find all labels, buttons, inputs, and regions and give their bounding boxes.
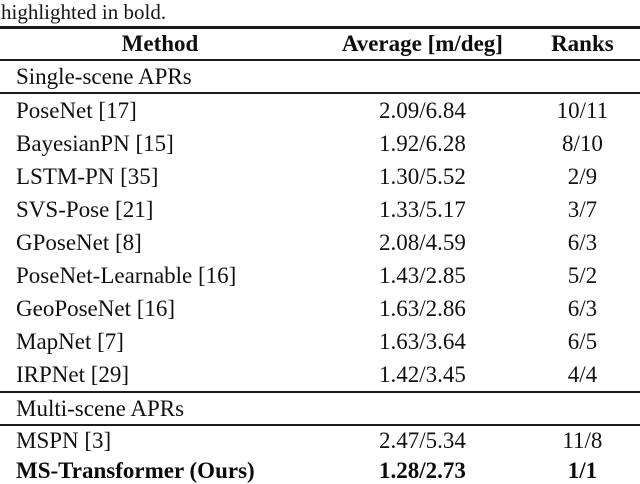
- table-row: GPoseNet [8] 2.08/4.59 6/3: [0, 226, 640, 259]
- cell-ranks: 4/4: [567, 361, 598, 387]
- cell-ranks: 11/8: [562, 428, 603, 453]
- table-row: MS-Transformer (Ours) 1.28/2.73 1/1: [0, 456, 640, 484]
- section-title: Multi-scene APRs: [16, 395, 185, 421]
- table-row: PoseNet [17] 2.09/6.84 10/11: [0, 93, 640, 127]
- cell-method: PoseNet-Learnable [16]: [16, 262, 237, 288]
- cell-ranks: 5/2: [567, 262, 598, 288]
- column-header-method: Method: [121, 31, 199, 56]
- section-title: Single-scene APRs: [16, 63, 192, 89]
- table-row: BayesianPN [15] 1.92/6.28 8/10: [0, 127, 640, 160]
- cell-average: 1.63/3.64: [378, 328, 466, 354]
- section-header-row: Single-scene APRs: [0, 60, 640, 93]
- cell-method: MS-Transformer (Ours): [16, 458, 255, 483]
- table-caption-text: highlighted in bold.: [1, 0, 167, 24]
- cell-ranks: 3/7: [567, 196, 598, 222]
- table-row: GeoPoseNet [16] 1.63/2.86 6/3: [0, 292, 640, 325]
- table-row: MSPN [3] 2.47/5.34 11/8: [0, 425, 640, 456]
- cell-average: 1.63/2.86: [378, 295, 466, 321]
- cell-average: 1.42/3.45: [378, 361, 466, 387]
- header-row: Method Average [m/deg] Ranks: [0, 28, 640, 60]
- cell-ranks: 6/3: [567, 229, 598, 255]
- cell-average: 1.92/6.28: [378, 130, 466, 156]
- cell-average: 1.33/5.17: [378, 196, 466, 222]
- cell-ranks: 10/11: [556, 97, 609, 123]
- section-header-row: Multi-scene APRs: [0, 392, 640, 425]
- cell-method: BayesianPN [15]: [16, 130, 174, 156]
- cell-ranks: 8/10: [561, 130, 603, 156]
- table-row: SVS-Pose [21] 1.33/5.17 3/7: [0, 193, 640, 226]
- results-table: Method Average [m/deg] Ranks Single-scen…: [0, 26, 640, 484]
- cell-ranks: 1/1: [567, 458, 598, 483]
- cell-method: SVS-Pose [21]: [16, 196, 154, 222]
- cell-ranks: 6/3: [567, 295, 598, 321]
- column-header-average: Average [m/deg]: [341, 31, 503, 56]
- cell-average: 1.43/2.85: [378, 262, 466, 288]
- cell-average: 1.28/2.73: [378, 458, 466, 483]
- cell-method: MapNet [7]: [16, 328, 124, 354]
- cell-method: LSTM-PN [35]: [16, 163, 159, 189]
- cell-average: 2.08/4.59: [378, 229, 466, 255]
- table-row: PoseNet-Learnable [16] 1.43/2.85 5/2: [0, 259, 640, 292]
- cell-method: IRPNet [29]: [16, 361, 130, 387]
- table-header: Method Average [m/deg] Ranks: [0, 28, 640, 60]
- table-row: MapNet [7] 1.63/3.64 6/5: [0, 325, 640, 358]
- cell-method: PoseNet [17]: [16, 97, 137, 123]
- table-body: Single-scene APRs PoseNet [17] 2.09/6.84 10…: [0, 60, 640, 484]
- cell-average: 2.47/5.34: [378, 428, 466, 453]
- cell-ranks: 2/9: [567, 163, 598, 189]
- cell-average: 2.09/6.84: [378, 97, 466, 123]
- cell-method: GPoseNet [8]: [16, 229, 142, 255]
- cell-method: GeoPoseNet [16]: [16, 295, 176, 321]
- column-header-ranks: Ranks: [551, 31, 614, 56]
- cell-average: 1.30/5.52: [378, 163, 466, 189]
- cell-ranks: 6/5: [567, 328, 598, 354]
- table-row: IRPNet [29] 1.42/3.45 4/4: [0, 358, 640, 392]
- table-row: LSTM-PN [35] 1.30/5.52 2/9: [0, 160, 640, 193]
- cell-method: MSPN [3]: [16, 428, 112, 453]
